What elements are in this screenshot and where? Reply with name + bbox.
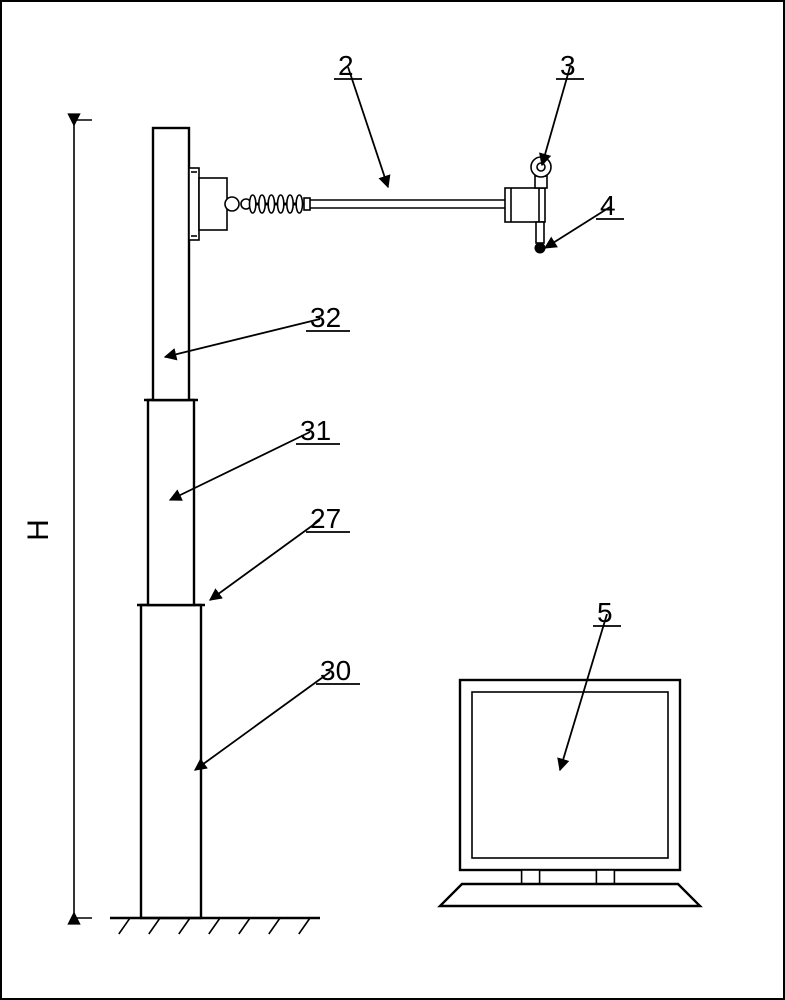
leader-30 (195, 672, 330, 770)
leader-3 (542, 67, 570, 165)
diagram-canvas: H 2 3 4 32 31 27 30 5 (0, 0, 785, 1000)
computer (440, 680, 700, 906)
label-3: 3 (560, 50, 576, 81)
label-2: 2 (338, 50, 354, 81)
label-30: 30 (320, 655, 351, 686)
callout-labels: 2 3 4 32 31 27 30 5 (165, 50, 624, 770)
dimension-H: H (22, 120, 92, 918)
ground-hatch (110, 918, 320, 934)
label-27: 27 (310, 503, 341, 534)
label-32: 32 (310, 302, 341, 333)
label-31: 31 (300, 415, 331, 446)
arm-assembly (189, 157, 551, 253)
label-H: H (22, 519, 55, 541)
pole-assembly (137, 128, 205, 918)
leader-2 (348, 67, 388, 187)
label-4: 4 (600, 190, 616, 221)
label-5: 5 (597, 597, 613, 628)
leader-27 (210, 520, 320, 600)
